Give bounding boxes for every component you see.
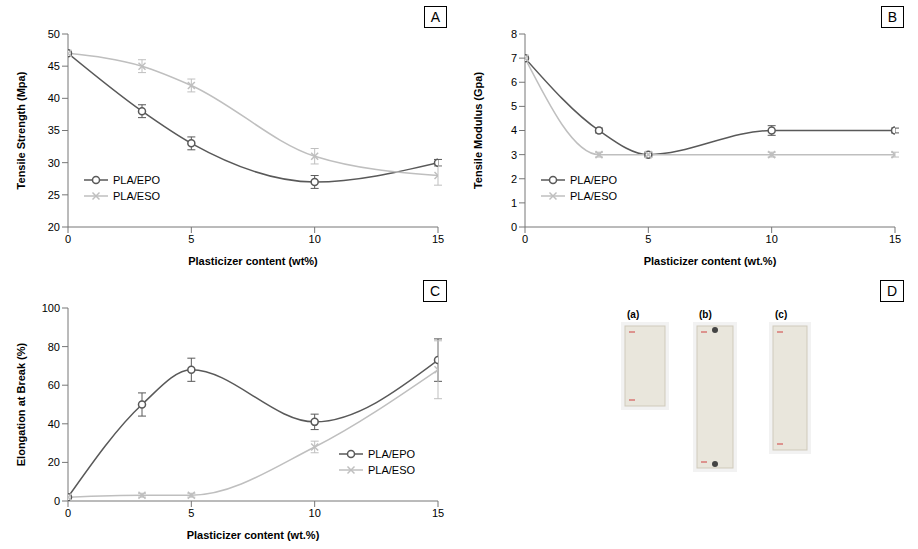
svg-text:30: 30 [48,157,60,169]
svg-text:25: 25 [48,189,60,201]
html-text:A: A [430,9,440,25]
svg-text:Plasticizer content (wt.%): Plasticizer content (wt.%) [187,529,320,541]
svg-text:5: 5 [188,507,194,519]
svg-text:100: 100 [42,302,60,314]
svg-text:35: 35 [48,124,60,136]
svg-text:10: 10 [309,233,321,245]
svg-text:10: 10 [766,233,778,245]
svg-text:6: 6 [511,76,517,88]
svg-text:5: 5 [511,100,517,112]
svg-text:1: 1 [511,197,517,209]
svg-text:5: 5 [645,233,651,245]
svg-text:7: 7 [511,52,517,64]
svg-text:8: 8 [511,28,517,40]
svg-text:Elongation at Break (%): Elongation at Break (%) [15,342,27,466]
svg-text:0: 0 [65,233,71,245]
svg-text:3: 3 [511,149,517,161]
svg-text:0: 0 [65,507,71,519]
svg-text:40: 40 [48,92,60,104]
svg-text:10: 10 [309,507,321,519]
svg-text:Tensile Modulus (Gpa): Tensile Modulus (Gpa) [472,72,484,189]
svg-text:0: 0 [511,221,517,233]
svg-text:15: 15 [432,507,444,519]
svg-text:45: 45 [48,60,60,72]
svg-text:(c): (c) [775,309,787,320]
html-text:D: D [886,283,897,299]
html-text:PLA/ESO: PLA/ESO [113,190,161,202]
svg-text:Tensile Strength (Mpa): Tensile Strength (Mpa) [15,71,27,189]
html-text:B: B [887,9,897,25]
svg-text:2: 2 [511,173,517,185]
svg-text:15: 15 [889,233,901,245]
html-text:PLA/EPO: PLA/EPO [113,174,161,186]
html-text:PLA/ESO: PLA/ESO [368,464,416,476]
svg-text:Plasticizer content (wt.%): Plasticizer content (wt.%) [644,255,777,267]
html-text:PLA/ESO: PLA/ESO [570,190,618,202]
html-text:PLA/EPO: PLA/EPO [368,448,416,460]
svg-text:80: 80 [48,341,60,353]
html-text:C: C [429,283,440,299]
svg-text:Plasticizer content (wt%): Plasticizer content (wt%) [188,255,318,267]
html-text:PLA/EPO: PLA/EPO [570,174,618,186]
svg-text:20: 20 [48,221,60,233]
svg-text:0: 0 [522,233,528,245]
svg-text:40: 40 [48,418,60,430]
svg-text:0: 0 [54,495,60,507]
svg-text:20: 20 [48,456,60,468]
svg-text:15: 15 [432,233,444,245]
svg-text:5: 5 [188,233,194,245]
svg-text:(a): (a) [627,309,639,320]
svg-text:4: 4 [511,124,517,136]
svg-text:60: 60 [48,379,60,391]
svg-text:(b): (b) [699,309,712,320]
svg-text:50: 50 [48,28,60,40]
